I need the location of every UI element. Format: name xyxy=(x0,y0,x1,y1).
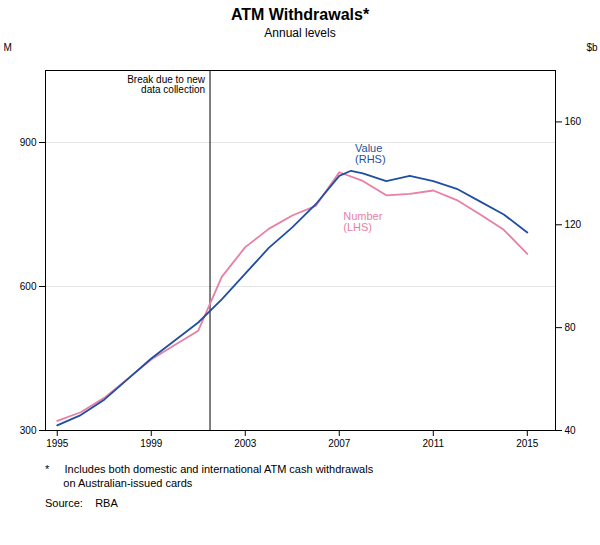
svg-text:120: 120 xyxy=(565,219,582,230)
svg-text:600: 600 xyxy=(20,281,37,292)
svg-text:2011: 2011 xyxy=(423,438,445,449)
svg-text:300: 300 xyxy=(20,425,37,436)
svg-text:M: M xyxy=(4,42,12,53)
svg-text:160: 160 xyxy=(565,116,582,127)
svg-text:1999: 1999 xyxy=(140,438,163,449)
svg-text:80: 80 xyxy=(565,322,577,333)
svg-text:40: 40 xyxy=(565,425,577,436)
html-text:Source: RBA: Source: RBA xyxy=(45,497,118,509)
svg-text:900: 900 xyxy=(20,137,37,148)
svg-text:Break due to newdata collectio: Break due to newdata collection xyxy=(127,74,206,95)
svg-text:$b: $b xyxy=(586,42,598,53)
svg-text:2015: 2015 xyxy=(516,438,539,449)
svg-text:Value(RHS): Value(RHS) xyxy=(355,142,386,165)
html-text:Annual levels: Annual levels xyxy=(264,26,336,40)
html-text:ATM Withdrawals*: ATM Withdrawals* xyxy=(230,6,370,23)
html-text:* Includes both domestic and i: * Includes both domestic and internation… xyxy=(45,463,374,475)
svg-text:2007: 2007 xyxy=(328,438,351,449)
svg-text:1995: 1995 xyxy=(46,438,69,449)
svg-text:2003: 2003 xyxy=(234,438,257,449)
html-text:on Australian-issued cards: on Australian-issued cards xyxy=(45,477,193,489)
svg-text:Number(LHS): Number(LHS) xyxy=(343,210,382,233)
